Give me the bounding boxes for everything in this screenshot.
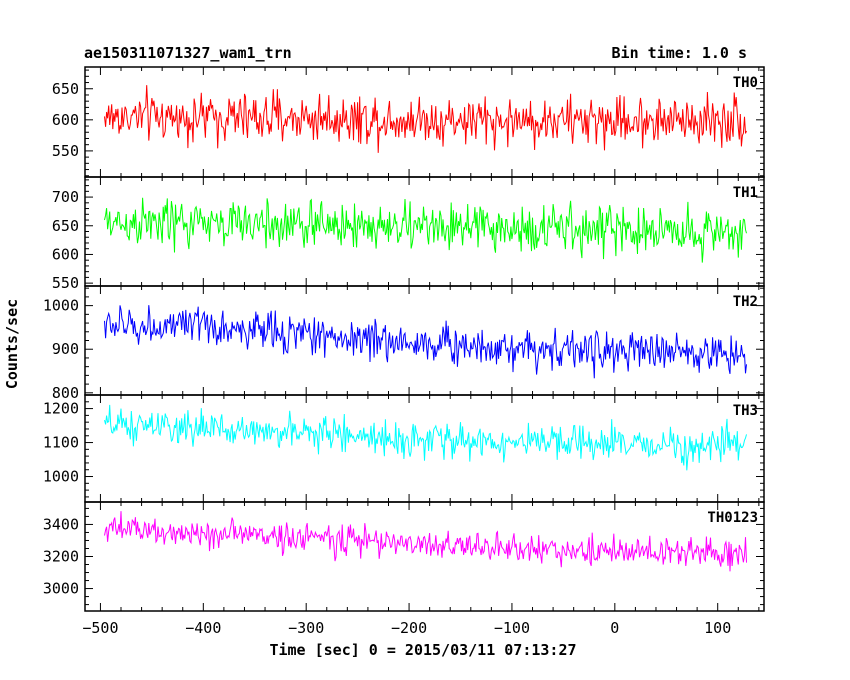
y-tick-label: 1000 xyxy=(43,297,79,315)
y-tick-label: 3000 xyxy=(43,580,79,598)
panel-frame xyxy=(84,501,765,612)
panel-label-th3: TH3 xyxy=(733,403,758,419)
x-axis-label: Time [sec] 0 = 2015/03/11 07:13:27 xyxy=(269,641,576,659)
y-tick-label: 3400 xyxy=(43,515,79,533)
y-tick-label: 1000 xyxy=(43,468,79,486)
panel-label-th1: TH1 xyxy=(733,185,758,201)
x-tick-label: −200 xyxy=(391,619,427,637)
series-th2 xyxy=(104,305,747,379)
series-th0123 xyxy=(104,511,747,572)
y-tick-label: 550 xyxy=(52,142,79,160)
y-tick-label: 550 xyxy=(52,274,79,292)
y-tick-label: 600 xyxy=(52,111,79,129)
x-tick-label: 0 xyxy=(610,619,619,637)
panel-th3: 1000 1100 1200 TH3 xyxy=(43,394,765,503)
x-tick-label: −300 xyxy=(288,619,324,637)
panel-th0123: 3000 3200 3400 TH0123 xyxy=(43,501,765,612)
y-axis-label: Counts/sec xyxy=(3,299,21,389)
series-th0 xyxy=(104,85,747,153)
y-tick-label: 1100 xyxy=(43,434,79,452)
x-tick-label: 100 xyxy=(704,619,731,637)
y-tick-label: 1200 xyxy=(43,400,79,418)
panel-th2: 800 900 1000 TH2 xyxy=(43,285,765,402)
y-tick-label: 800 xyxy=(52,384,79,402)
bin-time-label: Bin time: 1.0 s xyxy=(611,44,747,62)
y-tick-label: 900 xyxy=(52,340,79,358)
panel-th0: 550 600 650 TH0 xyxy=(52,66,765,178)
panel-label-th2: TH2 xyxy=(733,294,758,310)
y-tick-label: 3200 xyxy=(43,548,79,566)
x-tick-label: −400 xyxy=(185,619,221,637)
x-axis: −500 −400 −300 −200 −100 0 100 xyxy=(82,619,731,637)
x-tick-label: −500 xyxy=(82,619,118,637)
y-tick-label: 700 xyxy=(52,188,79,206)
series-th3 xyxy=(104,404,747,471)
x-tick-label: −100 xyxy=(494,619,530,637)
y-tick-label: 600 xyxy=(52,245,79,263)
y-tick-label: 650 xyxy=(52,80,79,98)
y-tick-label: 650 xyxy=(52,217,79,235)
panels-group: 550 600 650 TH0 550 600 650 700 TH1 800 900 1000 TH2… xyxy=(43,66,765,612)
panel-label-th0123: TH0123 xyxy=(707,510,758,526)
panel-label-th0: TH0 xyxy=(733,75,758,91)
series-th1 xyxy=(104,197,747,263)
chart-title: ae150311071327_wam1_trn xyxy=(84,44,292,62)
panel-th1: 550 600 650 700 TH1 xyxy=(52,176,765,292)
